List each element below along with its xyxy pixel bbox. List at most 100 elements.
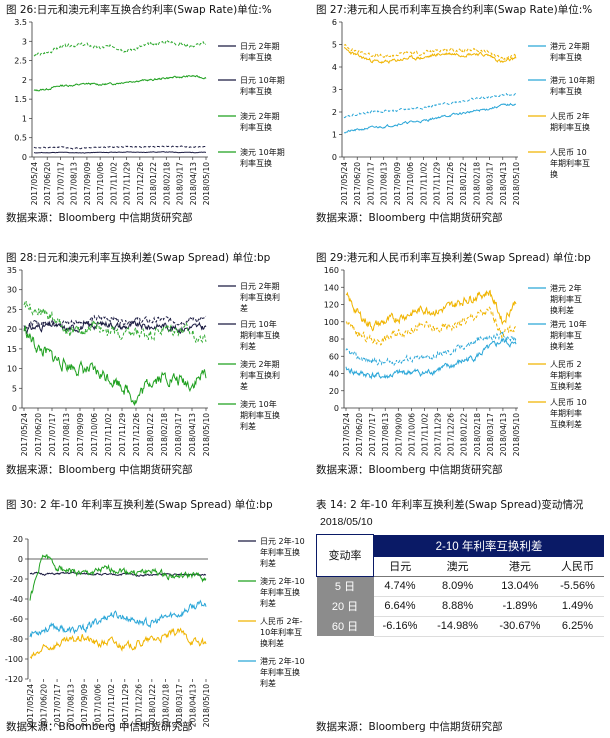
x-tick-label: 2018/01/22 bbox=[146, 413, 155, 456]
legend-label: 利差 bbox=[260, 678, 276, 688]
legend-label: 日元 10年 bbox=[240, 319, 277, 329]
x-tick-label: 2017/12/26 bbox=[136, 162, 145, 205]
table-cell: -14.98% bbox=[426, 616, 489, 637]
legend-label: 人民币 2年- bbox=[260, 616, 303, 626]
legend-label: 换利差 bbox=[550, 341, 574, 351]
y-tick-label: 100 bbox=[324, 318, 339, 327]
x-tick-label: 2017/06/20 bbox=[353, 162, 362, 205]
series-line-3 bbox=[29, 627, 207, 660]
legend-label: 年利率互换 bbox=[260, 667, 300, 677]
x-tick-label: 2017/11/02 bbox=[420, 413, 429, 456]
chart-svg: 0 20 40 60 80 100 120 140 160 2017/05/24 2017/06/2… bbox=[324, 266, 587, 456]
series-line-2 bbox=[345, 289, 517, 332]
legend-label: 利率互换利 bbox=[240, 370, 280, 380]
chart-title: 图 30: 2 年-10 年利率互换利差(Swap Spread) 单位:bp bbox=[6, 499, 273, 511]
x-tick-label: 2018/03/17 bbox=[176, 162, 185, 205]
chart-title: 图 26:日元和澳元利率互换合约利率(Swap Rate)单位:% bbox=[6, 4, 272, 16]
y-tick-label: -80 bbox=[10, 635, 23, 644]
x-tick-label: 2017/05/24 bbox=[26, 684, 35, 727]
legend-label: 澳元 10年期 bbox=[240, 147, 285, 157]
x-tick-label: 2017/07/17 bbox=[368, 413, 377, 456]
x-tick-label: 2017/06/20 bbox=[34, 413, 43, 456]
x-tick-label: 2018/03/17 bbox=[486, 162, 495, 205]
x-tick-label: 2018/04/13 bbox=[499, 162, 508, 205]
chart-title: 图 28:日元和澳元利率互换利差(Swap Spread) 单位:bp bbox=[6, 252, 271, 264]
source-note: 数据来源：Bloomberg 中信期货研究部 bbox=[316, 721, 503, 733]
x-tick-label: 2017/09/09 bbox=[394, 413, 403, 456]
x-tick-label: 2018/05/10 bbox=[512, 413, 521, 456]
y-tick-label: 4 bbox=[332, 63, 337, 72]
y-tick-label: 3 bbox=[22, 37, 27, 46]
legend-label: 换 bbox=[550, 169, 558, 179]
legend-label: 利差 bbox=[260, 558, 276, 568]
chart-svg: 0 1 2 3 4 5 6 2017/05/24 2017/06/20 2017/07/17 201… bbox=[332, 18, 595, 205]
x-tick-label: 2018/01/22 bbox=[460, 413, 469, 456]
legend-label: 互换利差 bbox=[550, 419, 582, 429]
table-cell: 8.09% bbox=[426, 576, 489, 597]
table-cell: 4.74% bbox=[373, 576, 427, 597]
y-tick-label: 0 bbox=[12, 404, 17, 413]
y-tick-label: 2 bbox=[22, 76, 27, 85]
x-tick-label: 2018/05/10 bbox=[512, 162, 521, 205]
table-panel-14: 表 14: 2 年-10 年利率互换利差(Swap Spread)变动情况 20… bbox=[316, 497, 606, 735]
legend-label: 换利差 bbox=[550, 305, 574, 315]
x-tick-label: 2017/12/26 bbox=[446, 162, 455, 205]
legend-label: 澳元 2年-10 bbox=[260, 576, 305, 586]
table-cell: 8.88% bbox=[426, 596, 489, 617]
series-line-3 bbox=[23, 301, 207, 344]
legend-label: 人民币 2 bbox=[550, 360, 582, 369]
x-tick-label: 2018/04/13 bbox=[189, 162, 198, 205]
chart-panel-30: 图 30: 2 年-10 年利率互换利差(Swap Spread) 单位:bp … bbox=[5, 497, 305, 735]
y-tick-label: -60 bbox=[10, 615, 23, 624]
legend-label: 日元 2年-10 bbox=[260, 536, 305, 546]
legend-label: 期利率互换 bbox=[550, 122, 590, 132]
series-line-0 bbox=[345, 337, 517, 380]
source-note: 数据来源：Bloomberg 中信期货研究部 bbox=[316, 212, 503, 224]
y-tick-label: 60 bbox=[329, 352, 339, 361]
legend-label: 10年利率互 bbox=[260, 627, 302, 637]
column-header: 港元 bbox=[488, 556, 551, 577]
series-line-2 bbox=[33, 74, 207, 92]
x-tick-label: 2017/05/24 bbox=[340, 162, 349, 205]
legend-label: 利率互换 bbox=[240, 158, 272, 168]
y-tick-label: 2 bbox=[332, 108, 337, 117]
y-tick-label: 1.5 bbox=[14, 95, 27, 104]
series-line-2 bbox=[343, 47, 517, 65]
legend-label: 利率互换利 bbox=[240, 292, 280, 302]
x-tick-label: 2018/05/10 bbox=[202, 684, 211, 727]
x-tick-label: 2017/05/24 bbox=[20, 413, 29, 456]
chart-title: 图 27:港元和人民币利率互换合约利率(Swap Rate)单位:% bbox=[316, 4, 593, 16]
x-tick-label: 2017/06/20 bbox=[355, 413, 364, 456]
x-tick-label: 2017/11/29 bbox=[434, 413, 443, 456]
series-line-3 bbox=[343, 43, 517, 62]
table-date: 2018/05/10 bbox=[320, 516, 373, 528]
y-tick-label: 6 bbox=[332, 18, 337, 27]
table-cell: 6.25% bbox=[551, 616, 604, 637]
table-cell: -5.56% bbox=[551, 576, 604, 597]
legend-label: 港元 2年-10 bbox=[260, 656, 305, 666]
legend-label: 日元 10年期 bbox=[240, 75, 285, 85]
chart-panel-28: 图 28:日元和澳元利率互换利差(Swap Spread) 单位:bp 0 5 10… bbox=[6, 250, 302, 478]
y-tick-label: 1 bbox=[22, 114, 27, 123]
legend-label: 差 bbox=[240, 303, 248, 313]
series-line-0 bbox=[33, 151, 207, 154]
legend-label: 人民币 10 bbox=[550, 148, 587, 157]
chart-title: 图 29:港元和人民币利率互换利差(Swap Spread) 单位:bp bbox=[316, 252, 591, 264]
x-tick-label: 2018/03/17 bbox=[174, 413, 183, 456]
series-line-2 bbox=[23, 324, 207, 407]
x-tick-label: 2017/11/02 bbox=[109, 162, 118, 205]
legend-label: 差 bbox=[240, 381, 248, 391]
table-row: 20 日 6.64% 8.88% -1.89% 1.49% bbox=[316, 596, 604, 617]
legend-label: 利差 bbox=[240, 341, 256, 351]
x-tick-label: 2017/11/29 bbox=[118, 413, 127, 456]
y-tick-label: 20 bbox=[13, 535, 23, 544]
legend-label: 利差 bbox=[240, 421, 256, 431]
series-line-3 bbox=[33, 38, 206, 58]
legend-label: 港元 10年期 bbox=[550, 75, 595, 85]
x-tick-label: 2018/03/17 bbox=[175, 684, 184, 727]
legend-label: 澳元 2年期 bbox=[240, 111, 280, 121]
x-tick-label: 2017/08/13 bbox=[62, 413, 71, 456]
y-tick-label: 25 bbox=[7, 305, 17, 314]
y-tick-label: -20 bbox=[10, 575, 23, 584]
y-tick-label: 3 bbox=[332, 86, 337, 95]
